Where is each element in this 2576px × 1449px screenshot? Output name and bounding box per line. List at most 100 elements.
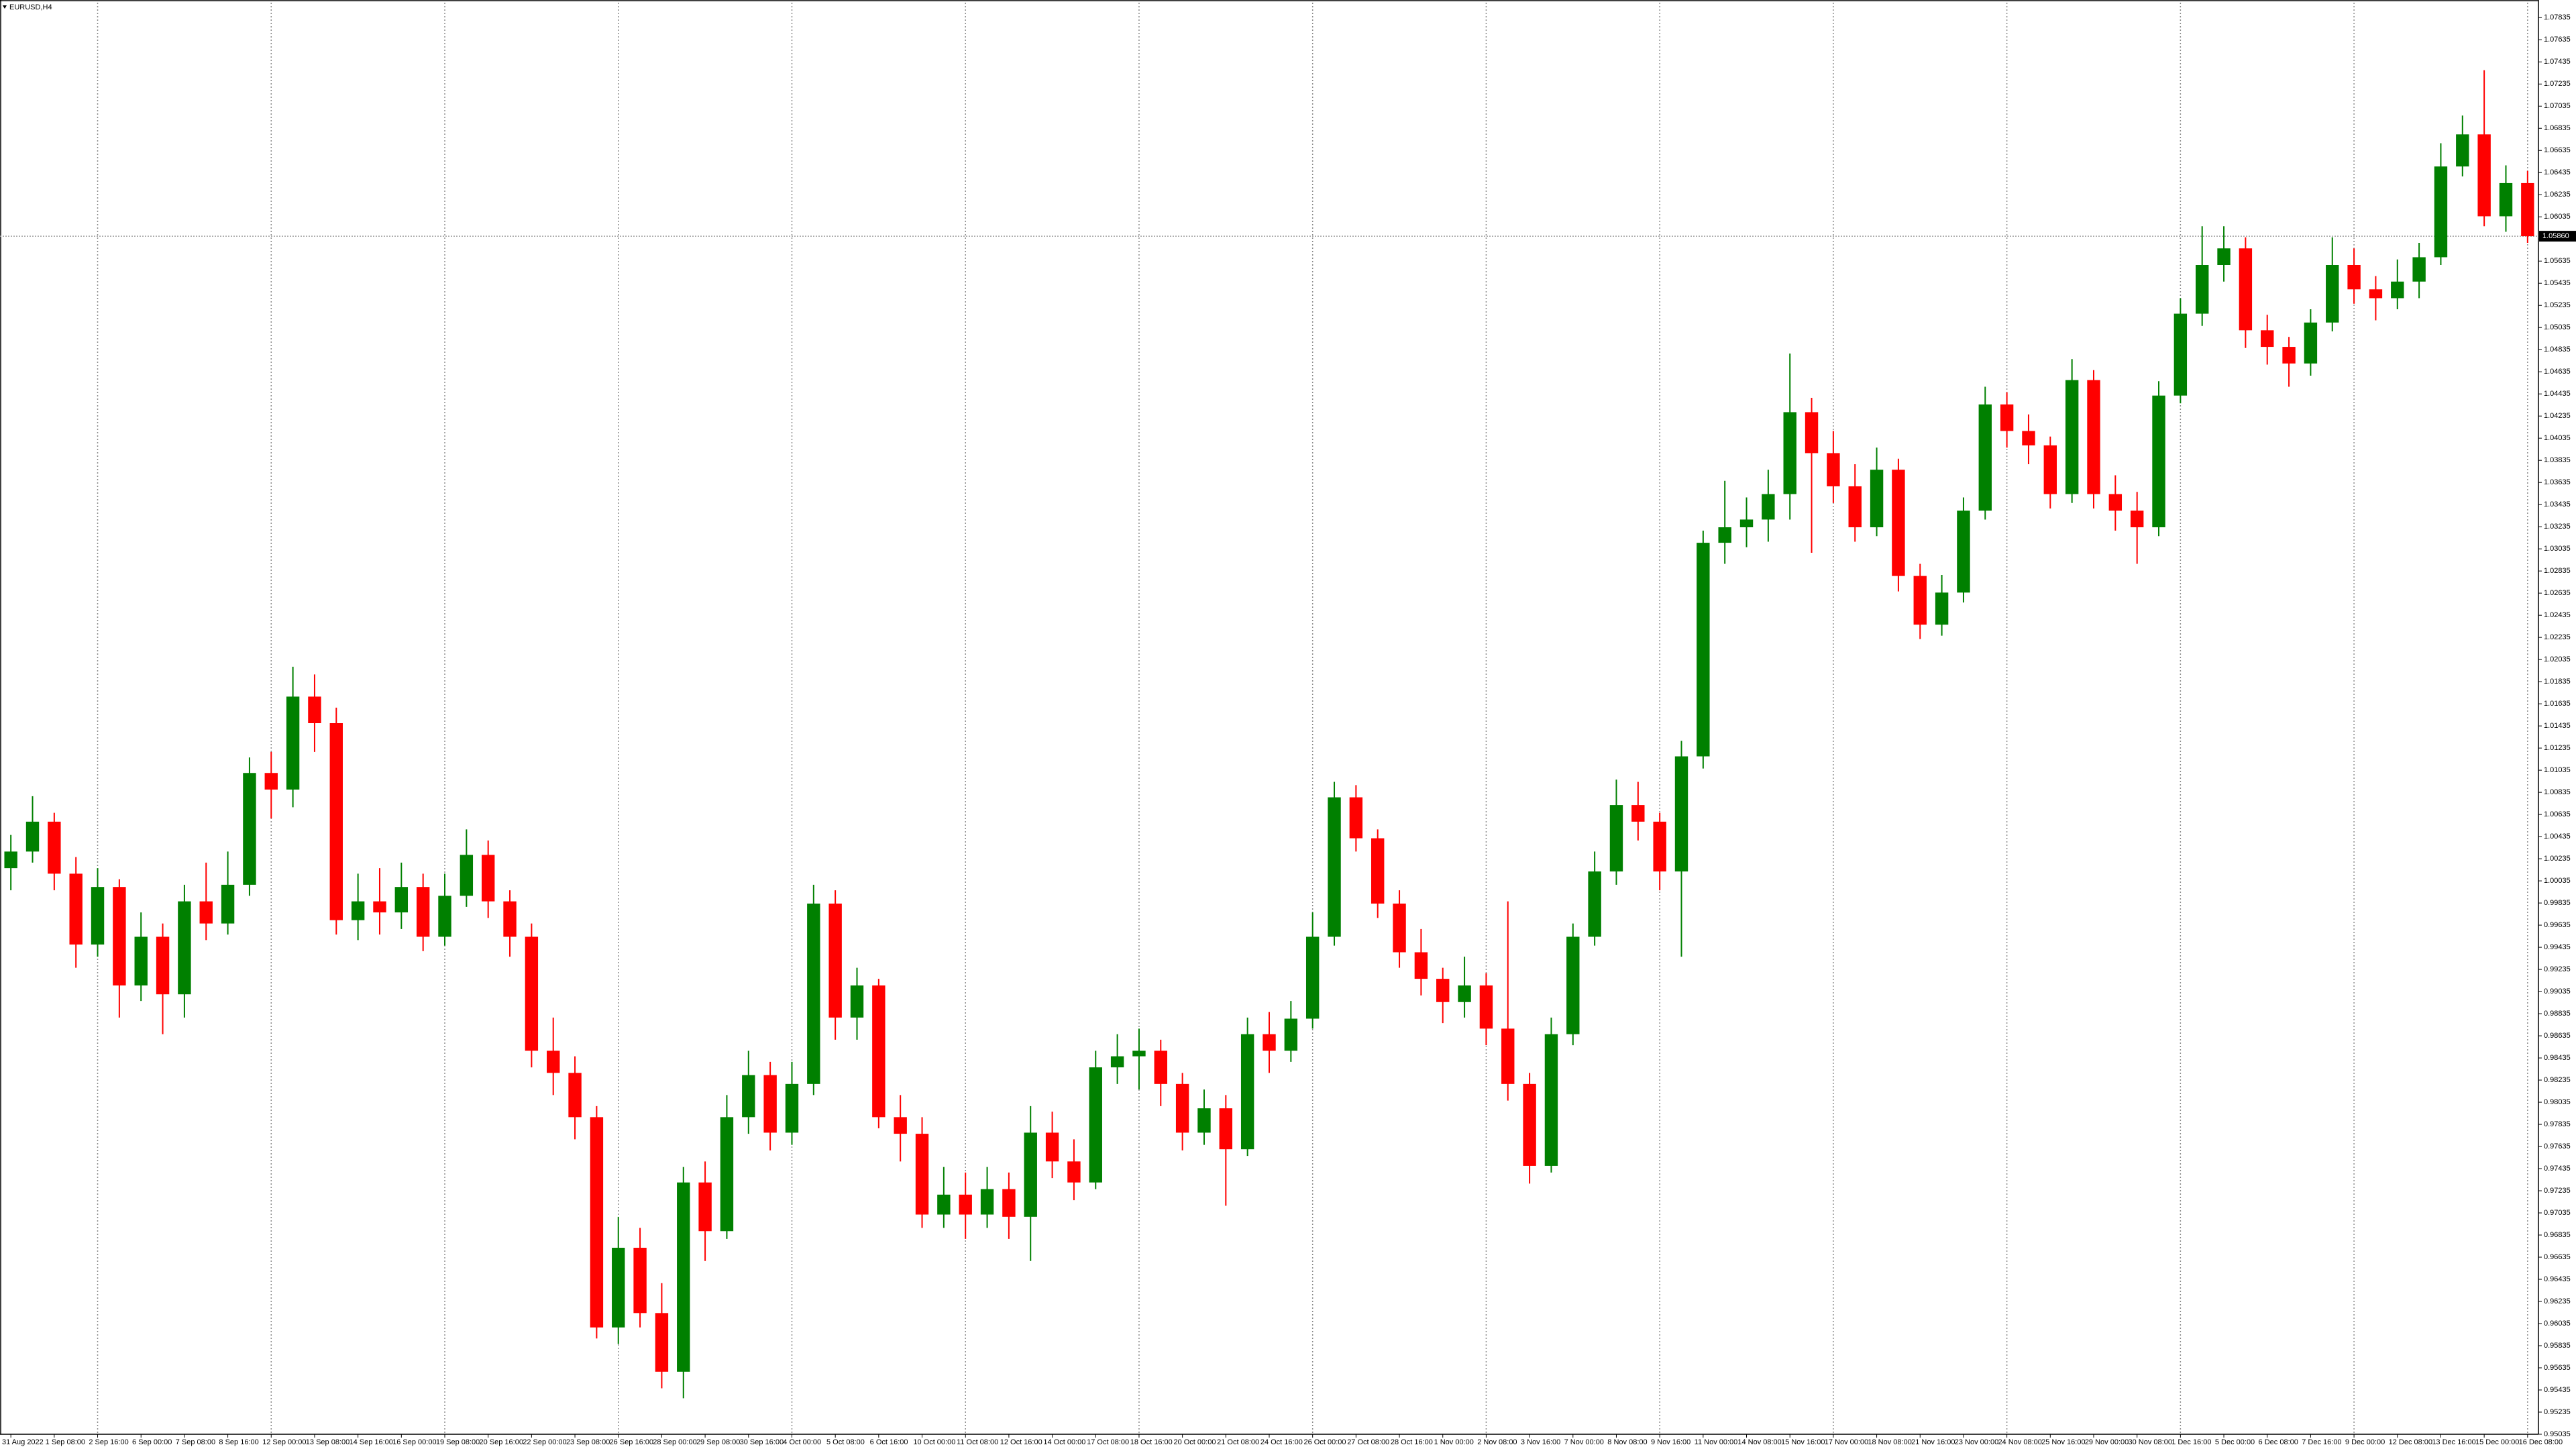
candle-body <box>1414 952 1428 979</box>
x-tick-label: 23 Nov 00:00 <box>1955 1438 1998 1446</box>
x-tick-label: 9 Dec 00:00 <box>2345 1438 2385 1446</box>
y-tick-label: 1.07435 <box>2544 58 2571 66</box>
candle-body <box>25 821 40 852</box>
y-tick-label: 1.06235 <box>2544 191 2571 199</box>
candle-body <box>2347 264 2361 290</box>
candle-body <box>199 901 213 924</box>
candle-body <box>807 903 820 1084</box>
y-tick-label: 1.00235 <box>2544 855 2571 863</box>
candle-body <box>1067 1161 1081 1183</box>
candle-body <box>1935 592 1949 625</box>
x-tick-label: 13 Sep 08:00 <box>306 1438 350 1446</box>
candle-body <box>264 773 278 790</box>
candle-body <box>2022 431 2035 445</box>
candle-body <box>481 855 495 902</box>
x-tick-label: 14 Sep 16:00 <box>349 1438 392 1446</box>
bid-label-box <box>2539 231 2576 242</box>
bid-label: 1.05860 <box>2542 232 2569 240</box>
chart-title: EURUSD,H4 <box>9 3 52 11</box>
x-tick-label: 30 Sep 16:00 <box>740 1438 784 1446</box>
y-tick-label: 1.06635 <box>2544 146 2571 154</box>
candle-body <box>156 936 170 995</box>
y-tick-label: 0.97835 <box>2544 1120 2571 1128</box>
y-tick-label: 1.04635 <box>2544 368 2571 376</box>
candle-body <box>1718 527 1731 543</box>
candle-body <box>69 873 83 945</box>
y-tick-label: 1.04235 <box>2544 412 2571 420</box>
candle-body <box>4 851 17 869</box>
y-tick-label: 1.06435 <box>2544 168 2571 176</box>
x-tick-label: 12 Sep 00:00 <box>262 1438 306 1446</box>
x-tick-label: 9 Nov 16:00 <box>1651 1438 1690 1446</box>
y-tick-label: 1.03235 <box>2544 523 2571 531</box>
candle-body <box>915 1134 929 1215</box>
x-tick-label: 12 Oct 16:00 <box>1000 1438 1042 1446</box>
y-tick-label: 0.95835 <box>2544 1342 2571 1350</box>
y-tick-label: 1.04835 <box>2544 345 2571 354</box>
x-tick-label: 21 Oct 08:00 <box>1217 1438 1259 1446</box>
candle-body <box>785 1083 799 1133</box>
y-tick-label: 1.04435 <box>2544 390 2571 398</box>
x-tick-label: 17 Oct 08:00 <box>1087 1438 1129 1446</box>
candle-body <box>2065 380 2079 494</box>
x-tick-label: 31 Aug 2022 <box>2 1438 44 1446</box>
x-tick-label: 26 Oct 00:00 <box>1304 1438 1346 1446</box>
candle-body <box>698 1182 712 1232</box>
x-tick-label: 4 Oct 00:00 <box>783 1438 821 1446</box>
y-tick-label: 1.02835 <box>2544 567 2571 575</box>
candle-body <box>1479 985 1493 1029</box>
candle-body <box>1544 1034 1558 1166</box>
y-tick-label: 0.98435 <box>2544 1054 2571 1062</box>
y-tick-label: 0.97235 <box>2544 1187 2571 1195</box>
y-tick-label: 0.99235 <box>2544 965 2571 973</box>
y-tick-label: 1.05035 <box>2544 323 2571 331</box>
candle-body <box>2130 511 2144 527</box>
y-tick-label: 0.95035 <box>2544 1430 2571 1438</box>
candle-body <box>2326 264 2339 323</box>
candle-body <box>2152 395 2165 527</box>
y-tick-label: 1.01635 <box>2544 700 2571 708</box>
x-tick-label: 10 Oct 00:00 <box>913 1438 955 1446</box>
y-tick-label: 1.03635 <box>2544 478 2571 486</box>
x-tick-label: 14 Nov 08:00 <box>1737 1438 1781 1446</box>
y-tick-label: 0.99435 <box>2544 943 2571 951</box>
y-tick-label: 1.06035 <box>2544 213 2571 221</box>
candle-body <box>1132 1051 1146 1057</box>
candle-body <box>2499 182 2513 217</box>
candle-body <box>1197 1108 1211 1133</box>
y-tick-label: 1.07235 <box>2544 80 2571 88</box>
y-tick-label: 1.00635 <box>2544 810 2571 818</box>
x-tick-label: 8 Nov 08:00 <box>1607 1438 1647 1446</box>
y-tick-label: 0.96435 <box>2544 1275 2571 1283</box>
candle-body <box>1154 1051 1167 1084</box>
y-tick-label: 1.01835 <box>2544 678 2571 686</box>
x-tick-label: 23 Sep 08:00 <box>566 1438 610 1446</box>
candle-body <box>1609 805 1623 872</box>
y-tick-label: 0.98035 <box>2544 1098 2571 1106</box>
candle-body <box>2304 322 2318 364</box>
candle-body <box>1436 979 1450 1002</box>
candle-body <box>980 1189 994 1215</box>
candle-body <box>438 896 451 937</box>
candle-body <box>1349 797 1363 839</box>
x-tick-label: 18 Oct 16:00 <box>1130 1438 1173 1446</box>
candle-body <box>178 901 191 995</box>
y-tick-label: 1.07835 <box>2544 13 2571 21</box>
candle-body <box>763 1075 777 1133</box>
candle-body <box>1002 1189 1016 1217</box>
x-tick-label: 2 Sep 16:00 <box>89 1438 128 1446</box>
candle-body <box>1089 1067 1102 1183</box>
y-tick-label: 1.05435 <box>2544 279 2571 287</box>
candle-body <box>1371 838 1385 904</box>
x-tick-label: 2 Nov 08:00 <box>1477 1438 1517 1446</box>
x-tick-label: 7 Dec 16:00 <box>2302 1438 2341 1446</box>
symbol-marker <box>3 5 7 9</box>
candle-body <box>286 696 300 790</box>
x-tick-label: 28 Sep 00:00 <box>653 1438 696 1446</box>
candle-body <box>329 723 343 920</box>
x-tick-label: 7 Sep 08:00 <box>176 1438 215 1446</box>
x-tick-label: 16 Sep 00:00 <box>392 1438 436 1446</box>
x-tick-label: 3 Nov 16:00 <box>1521 1438 1560 1446</box>
